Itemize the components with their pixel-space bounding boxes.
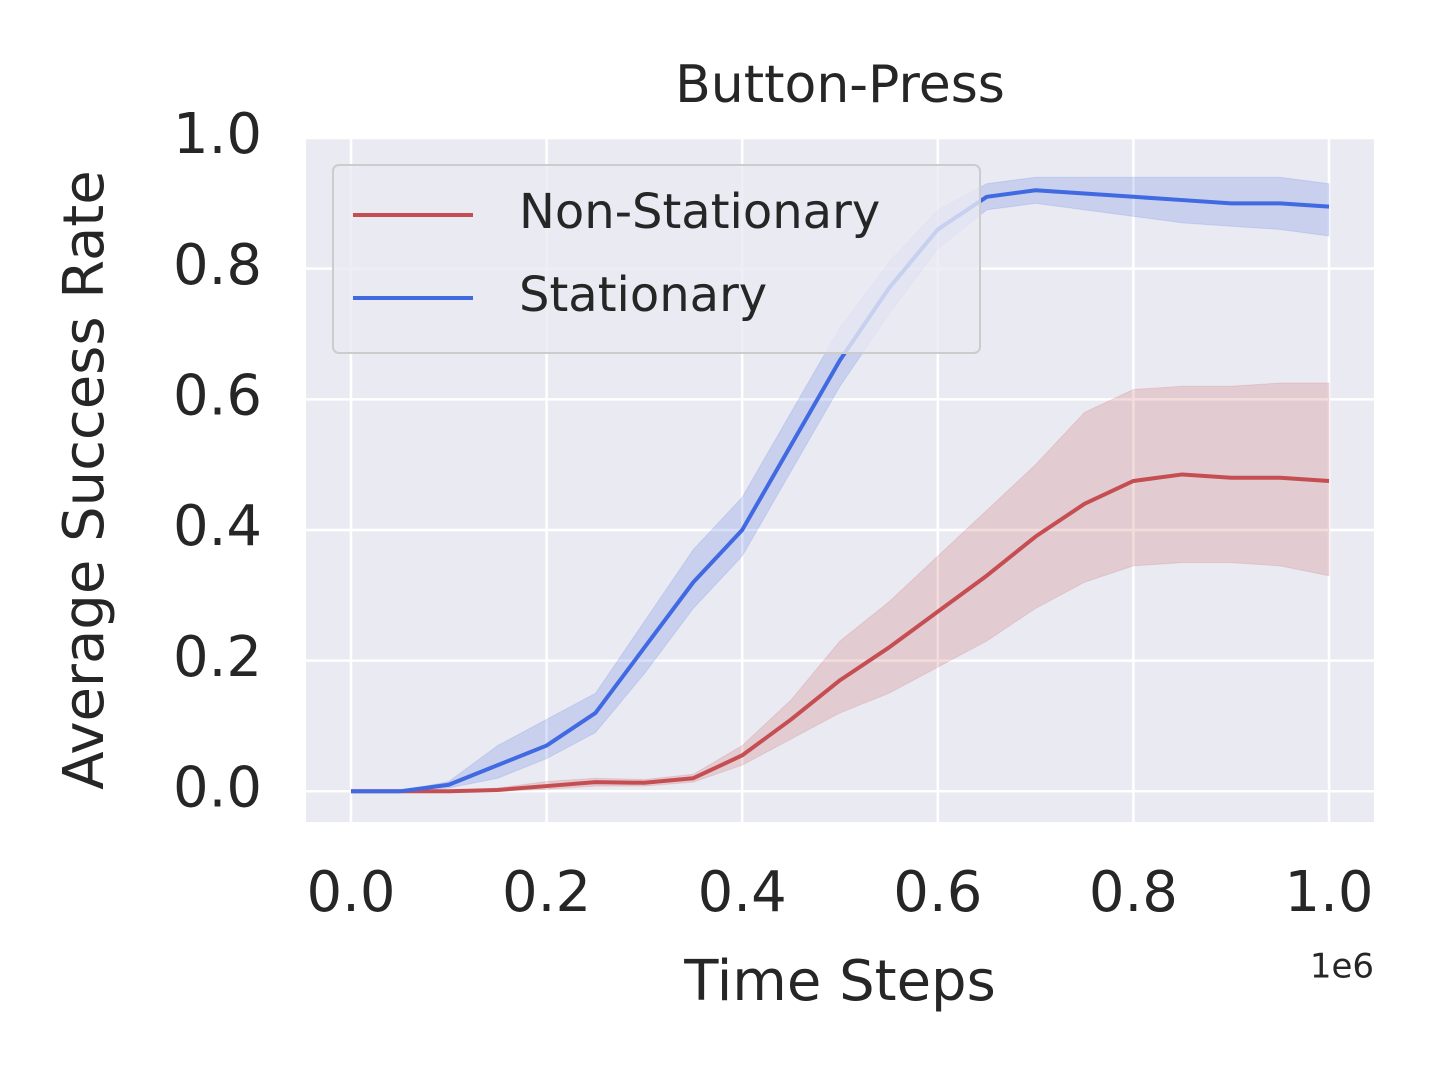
legend-label: Stationary <box>519 267 767 323</box>
y-tick-label: 0.0 <box>173 755 262 820</box>
x-tick-label: 0.8 <box>1089 860 1178 925</box>
confidence-band <box>350 176 1330 792</box>
legend: Non-Stationary Stationary <box>332 164 981 354</box>
series-line <box>350 188 1330 794</box>
y-tick-label: 0.2 <box>173 625 262 690</box>
x-tick-label: 0.2 <box>502 860 591 925</box>
y-tick-label: 1.0 <box>173 102 262 167</box>
y-tick-label: 0.4 <box>173 494 262 559</box>
x-tick-label: 0.6 <box>893 860 982 925</box>
chart-title: Button-Press <box>675 55 1005 115</box>
series-line <box>350 472 1330 794</box>
legend-box <box>332 164 981 354</box>
x-offset-label: 1e6 <box>1310 947 1374 987</box>
y-tick-label: 0.6 <box>173 363 262 428</box>
x-tick-label: 1.0 <box>1284 860 1373 925</box>
legend-label: Non-Stationary <box>519 184 880 240</box>
x-tick-label: 0.0 <box>306 860 395 925</box>
x-tick-label: 0.4 <box>698 860 787 925</box>
marks <box>350 176 1330 794</box>
x-axis-label: Time Steps <box>683 949 996 1014</box>
y-axis-label: Average Success Rate <box>52 170 117 789</box>
y-tick-label: 0.8 <box>173 233 262 298</box>
